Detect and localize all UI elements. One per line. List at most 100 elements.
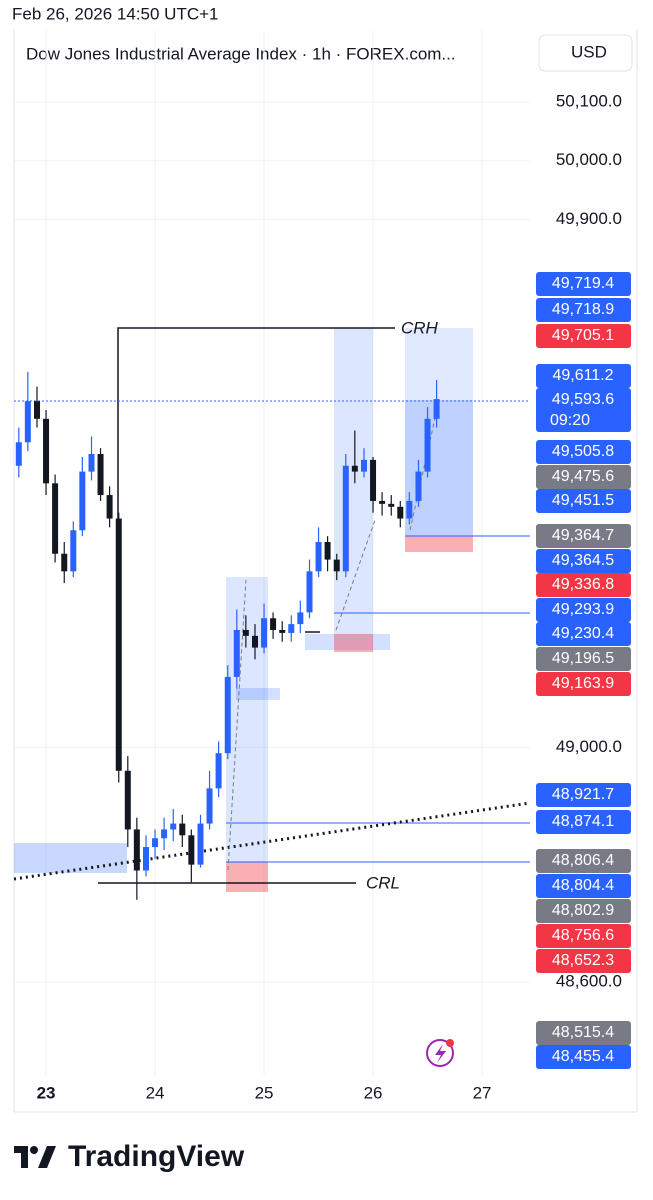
- candle-body: [279, 629, 286, 633]
- crl-label: CRL: [366, 873, 400, 892]
- candle-body: [124, 770, 131, 830]
- price-label: 49,718.9: [552, 301, 614, 318]
- candle-body: [170, 823, 177, 830]
- price-label: 48,756.6: [552, 927, 614, 944]
- price-label: 49,593.6: [552, 391, 614, 408]
- price-label-box: [536, 849, 631, 873]
- price-label-box: [536, 899, 631, 923]
- alert-bolt: [435, 1044, 446, 1063]
- price-label: 49,163.9: [552, 675, 614, 692]
- price-label: 49,336.8: [552, 576, 614, 593]
- price-labels: 49,719.4 49,718.9 49,705.1 49,611.2 49,593.6…: [536, 272, 631, 1069]
- price-label-box: [536, 465, 631, 489]
- price-label-box: [536, 622, 631, 646]
- candle-body: [206, 788, 213, 824]
- candle-body: [370, 459, 377, 501]
- candle-body: [351, 465, 358, 472]
- candle-body: [24, 401, 31, 443]
- price-label-box: [536, 647, 631, 671]
- candle-body: [415, 471, 422, 501]
- price-label-box: [536, 1045, 631, 1069]
- candle-body: [315, 541, 322, 572]
- path-arrow: [335, 519, 376, 631]
- price-label-box: [536, 1021, 631, 1045]
- price-label: 49,611.2: [552, 367, 613, 384]
- price-label-box: [536, 924, 631, 948]
- candle-body: [306, 571, 313, 613]
- candle-body: [360, 459, 367, 472]
- y-tick-label: 48,600.0: [556, 971, 622, 990]
- price-label: 48,921.7: [552, 786, 614, 803]
- logo-mark: [14, 1146, 28, 1168]
- price-label: 48,806.4: [552, 852, 614, 869]
- candle-body: [270, 618, 277, 630]
- grid: 50,100.0 50,000.0 49,900.0 49,000.0 48,600.0…: [14, 30, 622, 1102]
- drawings: CRH CRL: [13, 318, 531, 892]
- price-label-box: [536, 598, 631, 622]
- zone: [226, 577, 268, 862]
- x-tick-label: 27: [473, 1083, 492, 1102]
- price-label: 49,364.7: [552, 527, 614, 544]
- x-tick-label: 23: [37, 1083, 56, 1102]
- risk-zone: [405, 536, 473, 552]
- countdown: 09:20: [550, 412, 590, 429]
- zone: [334, 328, 373, 634]
- price-label-box: [536, 810, 631, 834]
- price-label: 49,196.5: [552, 650, 614, 667]
- currency: USD: [571, 42, 607, 61]
- price-label: 49,451.5: [552, 492, 614, 509]
- candle-body: [88, 454, 95, 472]
- logo-mark: [38, 1146, 56, 1168]
- candle-body: [142, 847, 149, 871]
- candle-body: [97, 454, 104, 496]
- y-tick-label: 50,100.0: [556, 92, 622, 111]
- candle-body: [188, 835, 195, 865]
- price-label: 49,475.6: [552, 468, 614, 485]
- candle-body: [242, 629, 249, 636]
- y-tick-label: 49,000.0: [556, 737, 622, 756]
- brand: TradingView: [68, 1140, 245, 1173]
- candle-body: [388, 503, 395, 507]
- price-label-box: [536, 324, 631, 348]
- price-label-box: [536, 573, 631, 597]
- candle-body: [70, 530, 77, 572]
- y-tick-label: 50,000.0: [556, 150, 622, 169]
- candle-body: [179, 823, 186, 836]
- price-label: 48,874.1: [552, 813, 614, 830]
- currency-button[interactable]: [538, 34, 633, 72]
- price-label: 49,364.5: [552, 552, 614, 569]
- price-label-box: [536, 874, 631, 898]
- price-label: 48,455.4: [552, 1048, 614, 1065]
- candle-body: [261, 618, 268, 648]
- price-label: 49,705.1: [552, 327, 614, 344]
- crh-label: CRH: [401, 318, 439, 337]
- candle-body: [115, 518, 122, 771]
- candle-body: [161, 829, 168, 839]
- candle-body: [79, 471, 86, 531]
- candle-body: [406, 500, 413, 519]
- candle-body: [43, 418, 50, 484]
- price-label: 48,804.4: [552, 877, 614, 894]
- price-label-box: [536, 364, 631, 388]
- candle-body: [152, 838, 159, 848]
- x-tick-label: 24: [146, 1083, 165, 1102]
- candle-body: [133, 829, 140, 871]
- price-label: 49,505.8: [552, 443, 614, 460]
- candles: [15, 371, 440, 900]
- zone: [14, 843, 127, 873]
- price-label-box: [536, 949, 631, 973]
- candle-body: [33, 401, 40, 419]
- price-label: 49,719.4: [552, 275, 614, 292]
- alert-icon[interactable]: [426, 1039, 454, 1067]
- candle-body: [233, 629, 240, 677]
- price-label: 49,230.4: [552, 625, 614, 642]
- price-label: 48,802.9: [552, 902, 614, 919]
- candle-body: [61, 553, 68, 572]
- candle-body: [424, 418, 431, 472]
- risk-zone: [226, 862, 268, 892]
- price-label-box: [536, 524, 631, 548]
- price-label-box: [536, 298, 631, 322]
- price-label-box: [536, 388, 631, 432]
